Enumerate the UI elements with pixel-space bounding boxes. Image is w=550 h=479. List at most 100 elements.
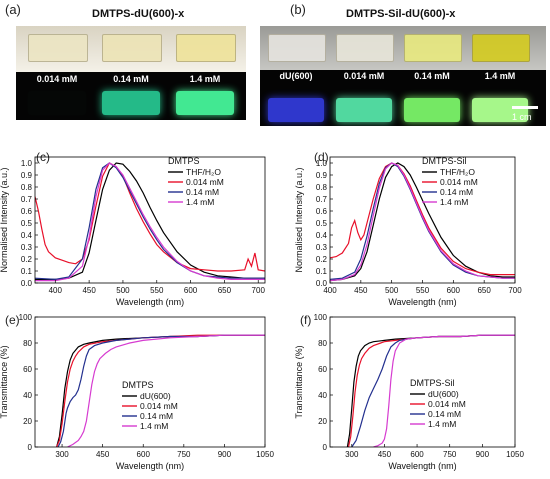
x-tick-label: 700 [252,286,266,295]
sample-day-1 [336,34,394,62]
legend-entry: 1.4 mM [428,419,456,429]
x-tick-label: 400 [49,286,63,295]
y-tick-label: 0.3 [21,243,33,252]
y-axis-label: Normalised Intensity (a.u.) [0,167,9,272]
sample-label: 0.014 mM [343,71,385,81]
legend-entry: 0.14 mM [186,187,219,197]
series-line-1 [56,334,265,447]
legend-title: DMTPS-Sil [410,378,455,388]
y-tick-label: 0.5 [21,219,33,228]
y-tick-label: 60 [318,365,327,374]
y-tick-label: 0.3 [316,243,328,252]
series-line-2 [35,162,265,281]
scale-bar [512,106,538,109]
x-tick-label: 1050 [506,450,524,459]
x-tick-label: 600 [137,450,151,459]
legend-entry: THF/H₂O [186,167,221,177]
series-line-3 [67,334,265,447]
y-tick-label: 0.2 [316,255,328,264]
x-tick-label: 300 [55,450,69,459]
y-axis-label: Transmittance (%) [294,345,304,418]
sample-label: 1.4 mM [189,74,221,84]
x-tick-label: 650 [218,286,232,295]
y-tick-label: 0.8 [21,183,33,192]
y-tick-label: 0.0 [316,279,328,288]
legend-entry: dU(600) [428,389,459,399]
series-line-0 [330,162,515,282]
sample-day-2 [404,34,462,62]
series-line-0 [35,162,265,280]
x-tick-label: 550 [150,286,164,295]
y-tick-label: 20 [23,417,32,426]
series-line-3 [35,162,265,282]
sample-uv-1 [102,91,160,115]
sample-uv-1 [336,98,392,122]
chart-emission-dmtps-sil: (d) 400 450 500 550 600 650 700 0.0 0.1 0.2 0.3 0.4 0… [294,150,522,307]
y-tick-label: 0.7 [21,195,33,204]
sample-day-1 [102,34,162,62]
y-tick-label: 0.8 [316,183,328,192]
x-tick-label: 500 [116,286,130,295]
y-tick-label: 0.4 [316,231,328,240]
sample-label: dU(600) [279,71,313,81]
y-tick-label: 0.2 [21,255,33,264]
sample-day-0 [268,34,326,62]
x-tick-label: 750 [177,450,191,459]
legend-title: DMTPS [122,380,154,390]
y-tick-label: 0.1 [316,267,328,276]
y-tick-label: 0.9 [21,171,33,180]
legend-entry: 0.14 mM [440,187,473,197]
x-tick-label: 450 [354,286,368,295]
legend-entry: 0.014 mM [186,177,224,187]
x-tick-label: 450 [82,286,96,295]
y-tick-label: 40 [318,391,327,400]
series-line-1 [35,162,265,272]
photo-title-b: DMTPS-Sil-dU(600)-x [346,8,456,20]
sample-day-2 [176,34,236,62]
x-tick-label: 1050 [256,450,274,459]
sample-label: 0.14 mM [414,71,450,81]
sample-uv-2 [176,91,234,115]
x-tick-label: 750 [443,450,457,459]
legend-entry: 1.4 mM [186,197,214,207]
x-tick-label: 400 [323,286,337,295]
photo-b: dU(600) 0.014 mM 0.14 mM 1.4 mM 1 cm [260,26,546,126]
chart-emission-dmtps: (c)400 450 500 550 600 650 7000.00.10.20.30.40… [0,150,266,307]
y-tick-label: 0.6 [21,207,33,216]
y-axis-label: Normalised Intensity (a.u.) [294,167,304,272]
x-tick-label: 650 [477,286,491,295]
x-tick-label: 550 [416,286,430,295]
sample-day-3 [472,34,530,62]
y-tick-label: 20 [318,417,327,426]
sample-uv-0 [28,91,86,115]
y-tick-label: 0 [28,443,33,452]
y-tick-label: 0.9 [316,171,328,180]
panel-label: (e) [5,313,20,327]
x-tick-label: 300 [345,450,359,459]
x-tick-label: 500 [385,286,399,295]
legend-entry: dU(600) [140,391,171,401]
legend-title: DMTPS [168,156,200,166]
panel-label-b: (b) [290,2,306,17]
legend-entry: 1.4 mM [440,197,468,207]
x-tick-label: 600 [447,286,461,295]
x-tick-label: 450 [96,450,110,459]
y-tick-label: 80 [23,339,32,348]
x-tick-label: 600 [410,450,424,459]
x-tick-label: 600 [184,286,198,295]
x-axis-label: Wavelength (nm) [388,297,456,307]
sample-label: 1.4 mM [484,71,516,81]
legend-entry: THF/H₂O [440,167,475,177]
y-tick-label: 80 [318,339,327,348]
chart-transmittance-dmtps-sil: (f) 300 450 600 750 900 1050 0 20 40 60 80 100 Wavele… [294,313,524,471]
x-tick-label: 900 [476,450,490,459]
legend-entry: 1.4 mM [140,421,168,431]
sample-uv-0 [268,98,324,122]
plot-frame [34,156,266,284]
x-axis-label: Wavelength (nm) [116,297,184,307]
legend-entry: 0.14 mM [428,409,461,419]
y-tick-label: 0.6 [316,207,328,216]
panel-label: (f) [300,313,311,327]
sample-day-0 [28,34,88,62]
x-axis-label: Wavelength (nm) [388,461,456,471]
